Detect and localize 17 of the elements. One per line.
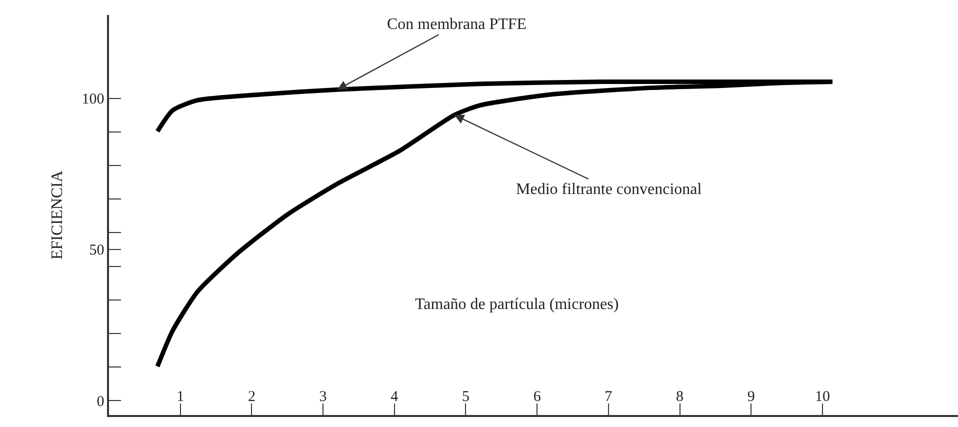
y-tick-label: 0 <box>96 394 104 410</box>
x-tick-label: 4 <box>390 389 399 405</box>
annotation: Con membrana PTFE <box>387 16 527 33</box>
x-tick-label: 2 <box>248 389 256 405</box>
y-axis-title: EFICIENCIA <box>49 170 66 260</box>
annotation: Medio filtrante convencional <box>516 181 702 198</box>
x-tick-label: 9 <box>747 389 755 405</box>
x-tick-label: 10 <box>814 389 830 405</box>
x-tick-label: 5 <box>462 389 470 405</box>
x-axis-title: Tamaño de partícula (micrones) <box>415 296 619 313</box>
y-tick-label: 50 <box>89 242 104 259</box>
x-tick-label: 3 <box>319 389 327 405</box>
x-tick-label: 6 <box>533 389 542 405</box>
x-tick-label: 1 <box>176 389 184 405</box>
x-tick-label: 8 <box>676 389 684 405</box>
y-tick-label: 100 <box>82 92 104 108</box>
x-tick-label: 7 <box>604 389 613 405</box>
